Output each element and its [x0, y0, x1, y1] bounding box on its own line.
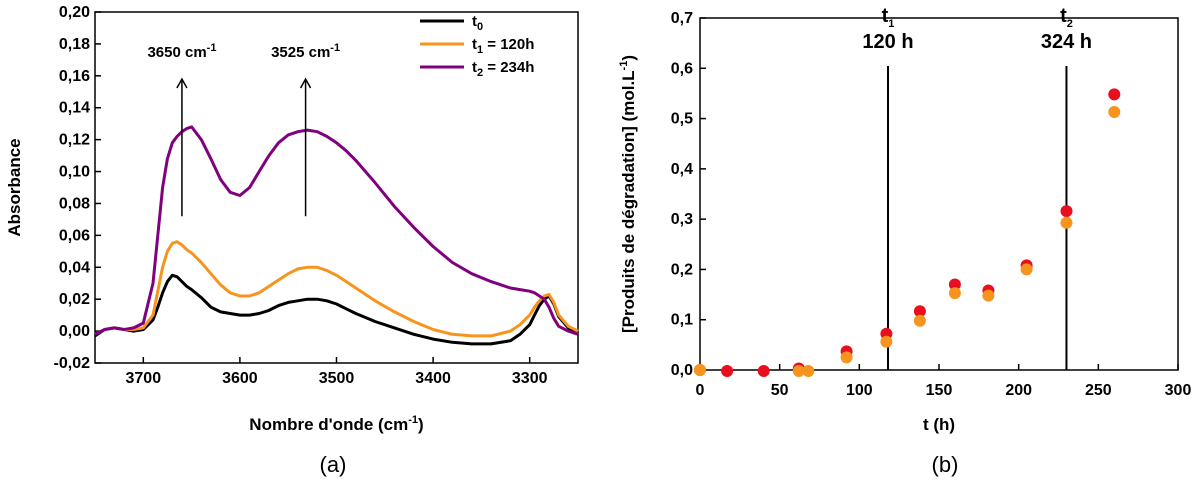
chart-b-x-tick-label: 200: [1005, 382, 1032, 399]
chart-a-x-axis: 3700 3600 3500 3400 3300: [126, 357, 548, 387]
chart-a-y-tick-label: 0,16: [59, 68, 90, 85]
vertical-marker-value: 120 h: [862, 31, 913, 53]
chart-a-x-tick-label: 3700: [126, 370, 162, 387]
chart-a-y-axis-label: Absorbance: [5, 138, 24, 236]
chart-b-y-tick-label: 0,0: [671, 362, 693, 379]
chart-a-y-tick-label: -0,02: [54, 355, 91, 372]
chart-b-point-series-0: [757, 365, 770, 377]
chart-a-y-tick-label: 0,06: [59, 227, 90, 244]
chart-a-y-tick-label: 0,10: [59, 164, 90, 181]
chart-b-y-axis-label: [Produits de dégradation] (mol.L-1): [618, 55, 638, 333]
chart-b-x-tick-label: 0: [696, 382, 705, 399]
chart-a-y-tick-label: 0,00: [59, 323, 90, 340]
chart-a-x-tick-label: 3400: [415, 370, 451, 387]
vertical-marker-label: t2: [1060, 5, 1073, 30]
chart-b-y-tick-label: 0,3: [671, 211, 693, 228]
chart-b-point-series-1: [792, 365, 805, 377]
annotation-label: 3650 cm-1: [147, 42, 216, 61]
chart-b-x-tick-label: 50: [771, 382, 789, 399]
chart-b-y-tick-label: 0,4: [671, 161, 693, 178]
chart-b-y-tick-label: 0,5: [671, 111, 693, 128]
chart-a-y-tick-label: 0,04: [59, 259, 90, 276]
chart-b-plot-frame: [699, 17, 1179, 371]
chart-b-point-series-1: [1020, 263, 1033, 276]
chart-a-legend: t0 t1 = 120h t2 = 234h: [420, 13, 534, 79]
chart-b-point-series-0: [1060, 205, 1073, 218]
chart-b-point-series-1: [880, 335, 893, 348]
chart-a-x-tick-label: 3300: [512, 370, 548, 387]
chart-b-point-series-0: [948, 278, 961, 291]
chart-b-point-series-1: [840, 351, 853, 364]
chart-b-series: [694, 88, 1121, 377]
chart-a-y-tick-label: 0,14: [59, 100, 90, 117]
chart-b-point-series-1: [982, 289, 995, 302]
annotation-arrowhead: [176, 77, 188, 89]
chart-b-y-axis: 0,0 0,1 0,2 0,3 0,4 0,5 0,6 0,7: [671, 10, 706, 379]
chart-a-x-axis-label: Nombre d'onde (cm-1): [249, 414, 423, 434]
chart-a-x-tick-label: 3600: [222, 370, 258, 387]
chart-a-y-tick-label: 0,18: [59, 36, 90, 53]
chart-a-annotations: 3650 cm-1 3525 cm-1: [147, 42, 340, 217]
annotation-arrowhead: [299, 77, 312, 89]
chart-b-point-series-0: [1108, 88, 1121, 101]
chart-a: -0,02 0,00 0,02 0,04 0,06 0,08 0,10 0,12 0,14 0,1…: [5, 4, 579, 477]
chart-b-x-axis-label: t (h): [923, 415, 955, 434]
chart-b-point-series-1: [913, 314, 926, 327]
chart-a-y-tick-label: 0,02: [59, 291, 90, 308]
chart-b-y-tick-label: 0,6: [671, 60, 693, 77]
vertical-marker-value: 324 h: [1041, 31, 1092, 53]
chart-a-series-line-2: [94, 125, 579, 336]
chart-b-caption: (b): [932, 452, 959, 477]
chart-b-y-tick-label: 0,7: [671, 10, 693, 27]
chart-b-x-tick-label: 100: [846, 382, 873, 399]
chart-a-y-tick-label: 0,12: [59, 132, 90, 149]
chart-b-point-series-0: [721, 365, 734, 377]
chart-a-y-axis: -0,02 0,00 0,02 0,04 0,06 0,08 0,10 0,12 0,14 0,1…: [54, 4, 101, 372]
chart-a-caption: (a): [320, 452, 347, 477]
legend-label: t1 = 120h: [472, 36, 534, 56]
chart-b-y-tick-label: 0,1: [671, 312, 693, 329]
chart-b-x-tick-label: 250: [1085, 382, 1112, 399]
chart-b-point-series-1: [694, 364, 706, 376]
chart-a-series-line-0: [94, 273, 579, 346]
chart-a-series: [94, 125, 579, 346]
chart-a-series-line-1: [94, 240, 579, 338]
chart-b-x-tick-label: 300: [1165, 382, 1192, 399]
chart-a-y-tick-label: 0,20: [59, 4, 90, 21]
vertical-marker-label: t1: [882, 5, 895, 30]
chart-b-y-tick-label: 0,2: [671, 261, 693, 278]
chart-b: 0,0 0,1 0,2 0,3 0,4 0,5 0,6 0,7 0 50 100 150 200 250…: [618, 5, 1191, 477]
chart-a-x-tick-label: 3500: [319, 370, 355, 387]
chart-b-x-axis: 0 50 100 150 200 250 300: [696, 364, 1192, 399]
chart-b-x-tick-label: 150: [926, 382, 953, 399]
legend-label: t0: [472, 13, 483, 33]
chart-b-point-series-0: [913, 305, 926, 318]
chart-b-point-series-1: [802, 365, 815, 377]
annotation-label: 3525 cm-1: [271, 42, 340, 61]
chart-b-point-series-1: [948, 287, 961, 300]
chart-b-point-series-1: [1060, 216, 1073, 229]
chart-b-point-series-1: [1108, 106, 1121, 118]
legend-label: t2 = 234h: [472, 59, 534, 79]
chart-a-y-tick-label: 0,08: [59, 195, 90, 212]
